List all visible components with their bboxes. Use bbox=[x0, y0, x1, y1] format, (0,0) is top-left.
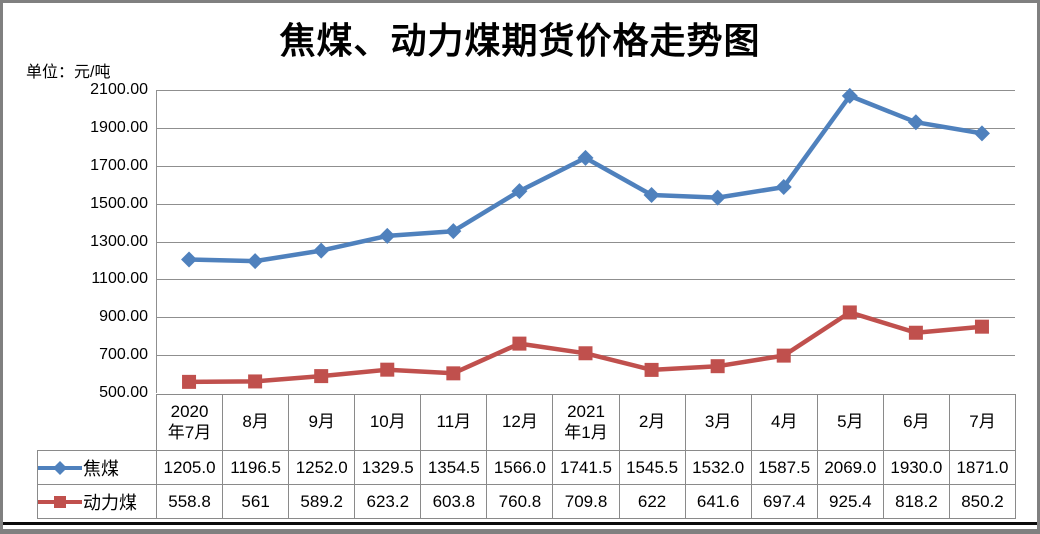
thermal-coal-value-cell: 558.8 bbox=[155, 484, 224, 519]
table-corner-cell bbox=[38, 395, 157, 451]
coking-coal-marker bbox=[973, 125, 990, 142]
thermal-coal-marker bbox=[446, 366, 461, 381]
thermal-coal-value-cell: 623.2 bbox=[354, 484, 422, 519]
thermal-coal-value-cell: 622 bbox=[618, 484, 686, 519]
thermal-coal-legend-key-icon bbox=[38, 495, 82, 508]
coking-coal-value-cell: 1354.5 bbox=[420, 450, 488, 485]
thermal-coal-marker bbox=[710, 359, 725, 374]
coking-coal-marker bbox=[445, 223, 462, 240]
y-tick-label: 2100.00 bbox=[90, 81, 148, 98]
category-header-cell: 12月 bbox=[486, 394, 554, 451]
thermal-coal-marker bbox=[776, 348, 791, 363]
coking-coal-value-cell: 1205.0 bbox=[155, 450, 224, 485]
coking-coal-value-cell: 1871.0 bbox=[948, 450, 1017, 485]
coking-coal-value-cell: 1587.5 bbox=[750, 450, 818, 485]
thermal-coal-value-cell: 589.2 bbox=[288, 484, 356, 519]
y-tick-label: 700.00 bbox=[99, 346, 148, 364]
thermal-coal-marker bbox=[908, 325, 923, 340]
thermal-coal-marker bbox=[644, 362, 659, 377]
category-header-cell: 11月 bbox=[420, 394, 488, 451]
coking-coal-value-cell: 1741.5 bbox=[552, 450, 620, 485]
y-tick-label: 1100.00 bbox=[91, 270, 148, 288]
y-tick-label: 1500.00 bbox=[90, 194, 148, 212]
thermal-coal-series-name: 动力煤 bbox=[83, 492, 137, 513]
y-tick-label: 1300.00 bbox=[90, 232, 148, 250]
thermal-coal-value-cell: 760.8 bbox=[486, 484, 554, 519]
coking-coal-value-cell: 2069.0 bbox=[816, 450, 884, 485]
category-header-cell: 5月 bbox=[816, 394, 884, 451]
y-tick-label: 1700.00 bbox=[90, 156, 148, 174]
thermal-coal-marker bbox=[248, 374, 263, 389]
coking-coal-marker bbox=[313, 242, 330, 259]
thermal-coal-marker bbox=[182, 374, 197, 389]
coking-coal-value-cell: 1566.0 bbox=[486, 450, 554, 485]
category-header-row: 2020 年7月 8月 9月 10月 11月 12月 2021 年1月 2月 3月 4月 5月 6月 7月 bbox=[38, 394, 1017, 451]
thermal-coal-value-cell: 709.8 bbox=[552, 484, 620, 519]
coking-coal-marker bbox=[577, 149, 594, 166]
category-header-cell: 2月 bbox=[618, 394, 686, 451]
coking-coal-value-cell: 1252.0 bbox=[288, 450, 356, 485]
category-header-cell: 4月 bbox=[750, 394, 818, 451]
coking-coal-series-name: 焦煤 bbox=[83, 458, 119, 479]
thermal-coal-value-cell: 925.4 bbox=[816, 484, 884, 519]
coking-coal-marker bbox=[643, 187, 660, 204]
coking-coal-value-cell: 1545.5 bbox=[618, 450, 686, 485]
thermal-coal-value-cell: 561 bbox=[222, 484, 290, 519]
category-header-cell: 8月 bbox=[222, 394, 290, 451]
coking-coal-marker bbox=[181, 251, 198, 268]
coking-coal-row: 焦煤 1205.0 1196.5 1252.0 1329.5 1354.5 1566.0 17… bbox=[37, 450, 1017, 485]
thermal-coal-marker bbox=[578, 346, 593, 361]
y-tick-label: 1900.00 bbox=[90, 118, 148, 136]
thermal-coal-legend-cell: 动力煤 bbox=[37, 484, 157, 519]
coking-coal-marker bbox=[841, 87, 858, 104]
coking-coal-line bbox=[186, 93, 985, 264]
chart-title: 焦煤、动力煤期货价格走势图 bbox=[279, 21, 761, 61]
coking-coal-value-cell: 1329.5 bbox=[354, 450, 422, 485]
chart-bottom-rule bbox=[0, 522, 1040, 525]
coking-coal-marker bbox=[709, 189, 726, 206]
coking-coal-marker bbox=[247, 253, 264, 270]
coking-coal-legend-cell: 焦煤 bbox=[37, 450, 157, 485]
thermal-coal-row: 动力煤 558.8 561 589.2 623.2 603.8 760.8 709.8 622 6… bbox=[37, 484, 1017, 519]
unit-label: 单位：元/吨 bbox=[26, 64, 111, 81]
thermal-coal-value-cell: 603.8 bbox=[420, 484, 488, 519]
y-tick-label: 900.00 bbox=[99, 308, 148, 326]
thermal-coal-marker bbox=[974, 319, 989, 334]
coking-coal-value-cell: 1532.0 bbox=[684, 450, 752, 485]
thermal-coal-value-cell: 850.2 bbox=[948, 484, 1017, 519]
thermal-coal-marker bbox=[842, 305, 857, 320]
chart-data-table: 2020 年7月 8月 9月 10月 11月 12月 2021 年1月 2月 3月 4月 5月 6月 7月焦… bbox=[37, 394, 1017, 519]
category-header-cell: 3月 bbox=[684, 394, 752, 451]
coking-coal-value-cell: 1196.5 bbox=[222, 450, 290, 485]
category-header-cell: 9月 bbox=[288, 394, 356, 451]
category-header-cell: 7月 bbox=[948, 394, 1017, 451]
category-header-cell: 6月 bbox=[882, 394, 950, 451]
coking-coal-marker bbox=[511, 183, 528, 200]
thermal-coal-value-cell: 697.4 bbox=[750, 484, 818, 519]
thermal-coal-marker bbox=[512, 336, 527, 351]
coking-coal-marker bbox=[907, 114, 924, 131]
thermal-coal-marker bbox=[380, 362, 395, 377]
y-tick-label: 500.00 bbox=[99, 384, 148, 401]
thermal-coal-value-cell: 641.6 bbox=[684, 484, 752, 519]
thermal-coal-marker bbox=[314, 369, 329, 384]
coking-coal-value-cell: 1930.0 bbox=[882, 450, 950, 485]
category-header-cell: 10月 bbox=[354, 394, 422, 451]
plot-area bbox=[156, 87, 1015, 393]
coking-coal-legend-key-icon bbox=[38, 460, 82, 475]
category-header-cell: 2021 年1月 bbox=[552, 394, 620, 451]
coking-coal-marker bbox=[775, 179, 792, 196]
coking-coal-marker bbox=[379, 227, 396, 244]
thermal-coal-value-cell: 818.2 bbox=[882, 484, 950, 519]
category-header-cell: 2020 年7月 bbox=[155, 394, 224, 451]
